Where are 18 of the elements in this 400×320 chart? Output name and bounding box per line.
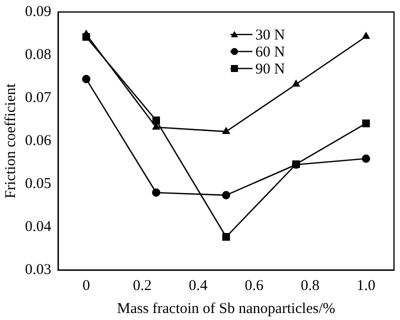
legend-label: 60 N xyxy=(255,44,286,60)
x-tick-label: 1.0 xyxy=(356,278,376,294)
y-tick-label: 0.07 xyxy=(25,90,52,106)
y-tick-label: 0.05 xyxy=(25,176,52,192)
legend-label: 30 N xyxy=(255,27,286,44)
x-axis-title: Mass fractoin of Sb nanoparticles/% xyxy=(116,300,336,317)
x-tick-label: 0.2 xyxy=(132,278,152,294)
y-tick-label: 0.08 xyxy=(25,46,52,63)
legend-label: 90 N xyxy=(255,61,286,78)
x-tick-label: 0 xyxy=(82,278,90,294)
y-tick-label: 0.03 xyxy=(25,262,52,278)
y-tick-label: 0.04 xyxy=(25,218,52,235)
x-tick-label: 0.6 xyxy=(244,278,264,294)
x-tick-label: 0.4 xyxy=(188,278,208,294)
y-tick-label: 0.09 xyxy=(25,4,52,20)
y-tick-label: 0.06 xyxy=(25,132,52,149)
x-tick-label: 0.8 xyxy=(300,278,320,294)
y-axis-title: Friction coefficient xyxy=(2,82,19,199)
